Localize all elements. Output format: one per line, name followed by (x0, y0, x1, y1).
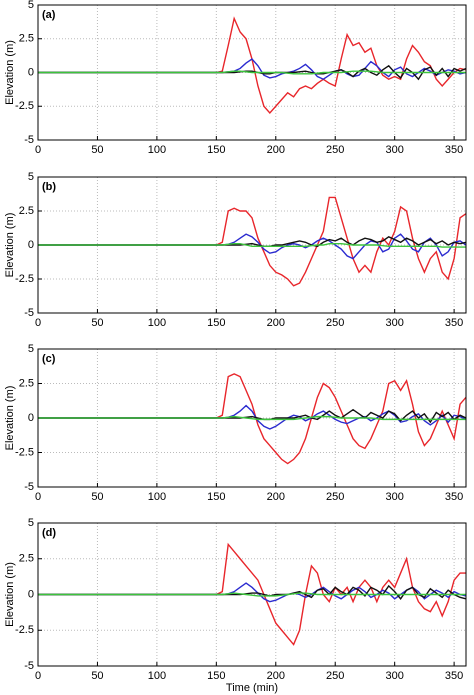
x-tick-label: 0 (35, 144, 41, 156)
y-axis-label: Elevation (m) (4, 386, 16, 451)
plot-frame (37, 176, 467, 314)
x-tick-label: 300 (385, 491, 403, 503)
panel-label: (a) (42, 9, 56, 21)
data-line (38, 415, 466, 421)
plot-frame (37, 348, 467, 488)
x-tick-label: 100 (148, 491, 166, 503)
x-tick-label: 350 (445, 317, 463, 329)
y-tick-label: 5 (28, 343, 34, 355)
y-tick-label: -5 (24, 660, 34, 672)
x-tick-label: 100 (148, 317, 166, 329)
data-line (38, 16, 467, 115)
x-tick-label: 150 (207, 491, 225, 503)
x-tick-label: 100 (148, 144, 166, 156)
y-tick-label: -2.5 (15, 273, 34, 285)
data-line (38, 70, 466, 75)
x-tick-label: 150 (207, 317, 225, 329)
y-tick-label: -2.5 (15, 624, 34, 636)
y-axis-label: Elevation (m) (4, 562, 16, 627)
x-tick-label: 250 (326, 670, 344, 682)
y-tick-label: 2.5 (19, 377, 34, 389)
data-line (38, 373, 467, 465)
x-tick-label: 250 (326, 144, 344, 156)
x-tick-label: 300 (385, 144, 403, 156)
y-tick-label: -5 (24, 307, 34, 319)
y-axis-label: Elevation (m) (4, 40, 16, 105)
x-tick-label: 200 (267, 670, 285, 682)
x-tick-label: 0 (35, 491, 41, 503)
panel-label: (d) (42, 527, 56, 539)
x-tick-label: 200 (267, 317, 285, 329)
x-tick-label: 150 (207, 144, 225, 156)
x-tick-label: 50 (91, 670, 103, 682)
panel-label: (b) (42, 181, 56, 193)
y-tick-label: 2.5 (19, 33, 34, 45)
panel-label: (c) (42, 353, 56, 365)
x-tick-label: 200 (267, 491, 285, 503)
y-tick-label: 2.5 (19, 205, 34, 217)
y-tick-label: -5 (24, 481, 34, 493)
y-tick-label: 0 (28, 239, 34, 251)
y-tick-label: -5 (24, 134, 34, 146)
y-tick-label: -2.5 (15, 446, 34, 458)
x-tick-label: 250 (326, 317, 344, 329)
x-tick-label: 100 (148, 670, 166, 682)
plot-frame (37, 4, 467, 141)
y-tick-label: 5 (28, 171, 34, 183)
data-line (38, 242, 466, 248)
y-tick-label: 0 (28, 66, 34, 78)
x-tick-label: 300 (385, 670, 403, 682)
x-tick-label: 150 (207, 670, 225, 682)
x-tick-label: 0 (35, 670, 41, 682)
data-line (38, 196, 467, 287)
y-tick-label: 2.5 (19, 553, 34, 565)
x-tick-label: 50 (91, 144, 103, 156)
y-tick-label: 0 (28, 412, 34, 424)
y-tick-label: 5 (28, 0, 34, 11)
x-tick-label: 50 (91, 317, 103, 329)
y-tick-label: -2.5 (15, 100, 34, 112)
x-tick-label: 350 (445, 144, 463, 156)
x-tick-label: 350 (445, 491, 463, 503)
x-axis-label: Time (min) (226, 682, 278, 694)
x-tick-label: 50 (91, 491, 103, 503)
x-tick-label: 350 (445, 670, 463, 682)
y-tick-label: 0 (28, 588, 34, 600)
y-axis-label: Elevation (m) (4, 213, 16, 278)
y-tick-label: 5 (28, 517, 34, 529)
x-tick-label: 200 (267, 144, 285, 156)
plot-frame (37, 522, 467, 667)
x-tick-label: 0 (35, 317, 41, 329)
x-tick-label: 250 (326, 491, 344, 503)
x-tick-label: 300 (385, 317, 403, 329)
data-line (38, 592, 466, 597)
